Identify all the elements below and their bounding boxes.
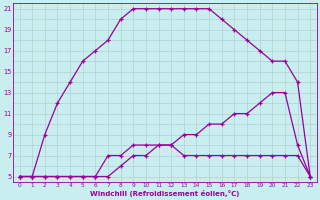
X-axis label: Windchill (Refroidissement éolien,°C): Windchill (Refroidissement éolien,°C) — [90, 190, 240, 197]
